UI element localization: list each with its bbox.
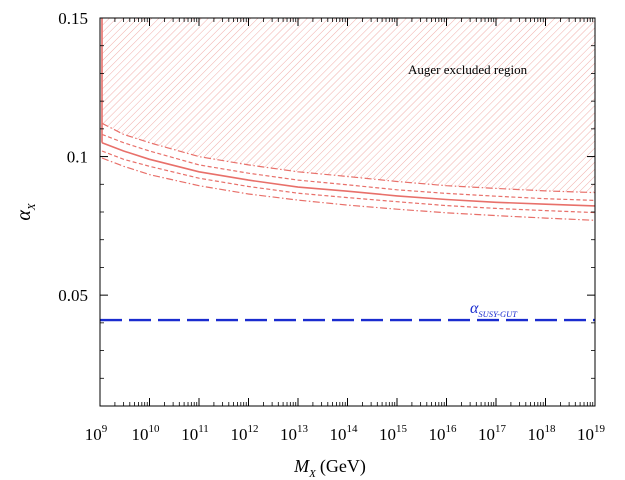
x-axis-label: MX (GeV) bbox=[293, 456, 366, 480]
x-tick-label: 1010 bbox=[132, 423, 161, 444]
y-tick-label: 0.15 bbox=[58, 9, 88, 28]
x-tick-label: 1019 bbox=[577, 423, 606, 444]
x-tick-label: 109 bbox=[85, 423, 108, 444]
x-axis-label-unit: (GeV) bbox=[320, 456, 366, 477]
y-tick-label: 0.1 bbox=[67, 148, 88, 167]
ticks-layer: 109 1010 1011 1012 1013 1014 1015 1016 1017 1018 1… bbox=[58, 9, 605, 444]
curve-dashdot-3 bbox=[101, 122, 595, 194]
excluded-region-layer bbox=[102, 18, 595, 193]
x-tick-label: 1018 bbox=[528, 423, 557, 444]
x-axis-label-sub: X bbox=[308, 468, 317, 480]
y-axis-label: αX bbox=[13, 202, 38, 221]
y-axis-label-sub: X bbox=[26, 202, 38, 211]
region-label: Auger excluded region bbox=[408, 62, 528, 77]
curve-dashdot-4 bbox=[101, 157, 595, 221]
excluded-region bbox=[102, 18, 595, 193]
curve-solid-0 bbox=[101, 141, 595, 207]
curve-dashed-1 bbox=[101, 133, 595, 201]
x-tick-label: 1013 bbox=[280, 423, 309, 444]
x-tick-label: 1016 bbox=[429, 423, 458, 444]
curves-layer bbox=[101, 18, 595, 221]
y-axis-label-main: α bbox=[13, 210, 35, 221]
x-tick-label: 1017 bbox=[478, 423, 507, 444]
x-tick-label: 1011 bbox=[181, 423, 209, 444]
x-tick-label: 1014 bbox=[330, 423, 359, 444]
x-tick-label: 1015 bbox=[379, 423, 408, 444]
y-tick-label: 0.05 bbox=[58, 286, 88, 305]
susy-gut-label-main: α bbox=[470, 300, 479, 317]
x-axis-label-main: M bbox=[293, 456, 310, 476]
susy-gut-label-sub: SUSY-GUT bbox=[478, 309, 518, 319]
x-tick-label: 1012 bbox=[231, 423, 259, 444]
susy-gut-label: αSUSY-GUT bbox=[470, 300, 518, 319]
